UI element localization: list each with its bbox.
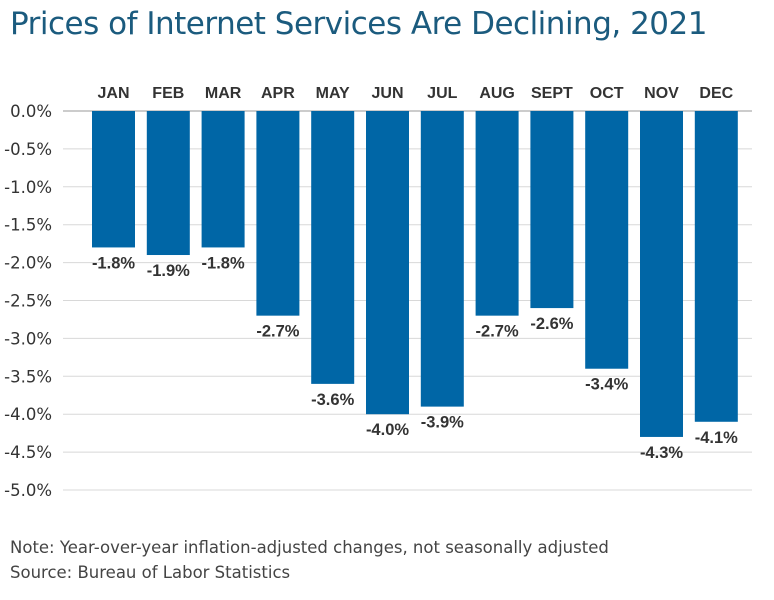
y-tick-label: -3.5%	[4, 367, 52, 386]
y-tick-label: -0.5%	[4, 140, 52, 159]
data-label: -2.7%	[256, 323, 299, 341]
data-label: -1.8%	[202, 254, 245, 272]
y-tick-label: -1.0%	[4, 178, 52, 197]
y-tick-label: -2.0%	[4, 254, 52, 273]
x-tick-label: DEC	[699, 85, 733, 102]
x-tick-label: MAY	[316, 85, 350, 102]
data-label: -3.9%	[421, 414, 464, 432]
bar	[640, 111, 683, 437]
data-label: -2.7%	[476, 323, 519, 341]
x-tick-label: OCT	[590, 85, 624, 102]
bar	[311, 111, 355, 384]
x-tick-label: NOV	[644, 85, 679, 102]
data-label: -2.6%	[530, 315, 573, 333]
y-tick-label: -3.0%	[4, 329, 52, 348]
x-tick-label: SEPT	[531, 85, 573, 102]
x-tick-label: MAR	[205, 85, 242, 102]
bar	[201, 111, 245, 248]
data-label: -3.4%	[585, 376, 628, 394]
y-tick-label: -4.5%	[4, 443, 52, 462]
data-label: -3.6%	[311, 391, 354, 409]
y-tick-label: 0.0%	[10, 102, 52, 121]
bar	[256, 111, 300, 316]
bar	[146, 111, 190, 256]
x-tick-label: JUL	[427, 85, 457, 102]
y-tick-label: -2.5%	[4, 292, 52, 311]
data-label: -4.0%	[366, 421, 409, 439]
chart-source: Source: Bureau of Labor Statistics	[10, 563, 291, 582]
x-tick-label: FEB	[152, 85, 184, 102]
chart-note: Note: Year-over-year inflation-adjusted …	[10, 538, 609, 557]
bar	[694, 111, 738, 422]
bar	[420, 111, 464, 407]
bar	[92, 111, 135, 248]
data-label: -1.9%	[147, 262, 190, 280]
x-tick-label: AUG	[479, 85, 515, 102]
bar	[475, 111, 519, 316]
x-tick-label: JAN	[97, 85, 129, 102]
bar	[530, 111, 574, 309]
bar	[585, 111, 629, 369]
y-tick-label: -4.0%	[4, 405, 52, 424]
y-tick-label: -1.5%	[4, 216, 52, 235]
x-tick-label: JUN	[371, 85, 403, 102]
data-label: -4.1%	[695, 429, 738, 447]
chart-title: Prices of Internet Services Are Declinin…	[10, 6, 707, 42]
data-label: -4.3%	[640, 444, 683, 462]
data-label: -1.8%	[92, 254, 135, 272]
x-tick-label: APR	[261, 85, 295, 102]
y-tick-label: -5.0%	[4, 481, 52, 500]
bar	[366, 111, 409, 415]
